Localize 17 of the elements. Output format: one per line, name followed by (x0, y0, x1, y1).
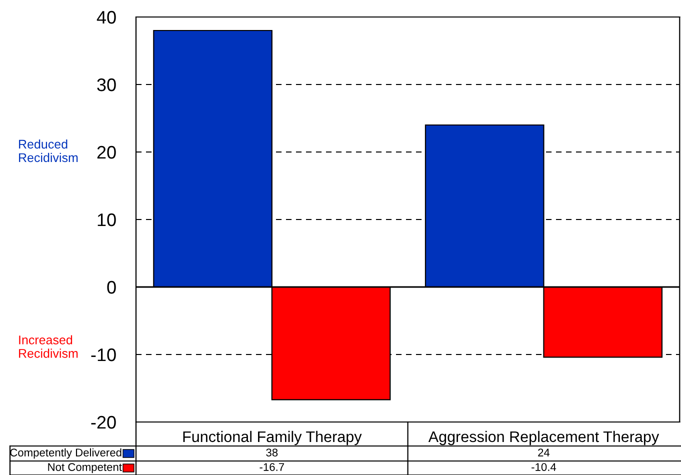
text: Increased Recidivism (19, 335, 78, 358)
data-label: -10.4 (532, 463, 556, 471)
text: Reduced Recidivism (19, 139, 78, 162)
legend-label: Not Competent (48, 463, 122, 474)
data-label: -16.7 (260, 463, 284, 471)
y-tick-label: -20 (91, 416, 116, 429)
x-tick-label: Functional Family Therapy (183, 430, 362, 446)
legend-label: Competently Delivered (10, 448, 122, 459)
data-label: 24 (538, 448, 550, 456)
y-tick-label: 40 (96, 10, 116, 24)
y-tick-label: 10 (98, 213, 116, 226)
data-label: 38 (266, 448, 278, 456)
y-tick-label: -10 (91, 348, 116, 362)
x-tick-label: Aggression Replacement Therapy (428, 430, 660, 446)
y-tick-label: 30 (97, 78, 116, 92)
y-tick-label: 20 (97, 146, 116, 159)
y-tick-label: 0 (107, 280, 116, 294)
